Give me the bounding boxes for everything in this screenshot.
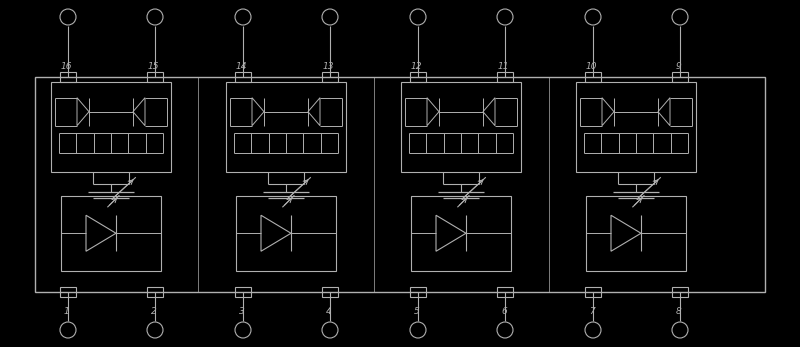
Text: 9: 9 <box>676 62 682 71</box>
Text: 7: 7 <box>589 307 594 316</box>
Bar <box>236 196 336 271</box>
Bar <box>235 72 251 82</box>
Bar <box>497 287 513 297</box>
Text: 11: 11 <box>498 62 510 71</box>
Bar <box>411 196 511 271</box>
Text: 2: 2 <box>151 307 157 316</box>
Bar <box>401 82 521 172</box>
Bar <box>51 82 171 172</box>
Text: 8: 8 <box>676 307 682 316</box>
Text: 15: 15 <box>148 62 159 71</box>
Bar <box>35 77 765 292</box>
Bar <box>322 287 338 297</box>
Text: 12: 12 <box>411 62 422 71</box>
Bar <box>147 72 163 82</box>
Bar <box>410 287 426 297</box>
Bar <box>235 287 251 297</box>
Bar <box>585 287 601 297</box>
Text: 16: 16 <box>61 62 73 71</box>
Text: 3: 3 <box>239 307 245 316</box>
Text: 13: 13 <box>323 62 334 71</box>
Bar <box>585 72 601 82</box>
Text: 4: 4 <box>326 307 332 316</box>
Text: 5: 5 <box>414 307 420 316</box>
Text: 10: 10 <box>586 62 598 71</box>
Text: 14: 14 <box>236 62 247 71</box>
Bar <box>576 82 696 172</box>
Bar <box>60 287 76 297</box>
Bar <box>497 72 513 82</box>
Bar <box>672 72 688 82</box>
Bar <box>672 287 688 297</box>
Text: 6: 6 <box>501 307 506 316</box>
Text: 1: 1 <box>64 307 70 316</box>
Bar <box>61 196 161 271</box>
Bar <box>147 287 163 297</box>
Bar <box>322 72 338 82</box>
Bar <box>60 72 76 82</box>
Bar <box>586 196 686 271</box>
Bar <box>226 82 346 172</box>
Bar <box>410 72 426 82</box>
